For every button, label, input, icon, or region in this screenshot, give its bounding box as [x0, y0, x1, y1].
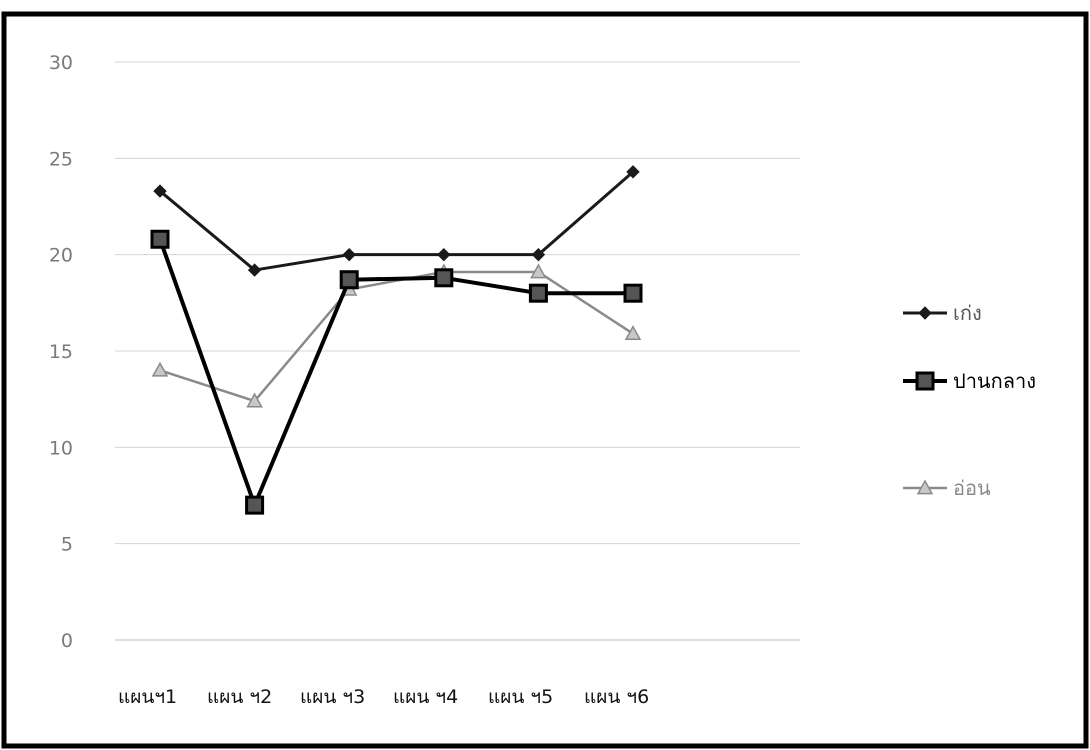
data-point — [245, 495, 265, 515]
data-point — [437, 247, 451, 262]
gridlines — [115, 61, 800, 545]
series-line — [158, 238, 633, 508]
y-tick-label: 25 — [49, 148, 73, 170]
data-point — [150, 229, 170, 249]
y-tick-label: 10 — [49, 437, 73, 459]
y-tick-label: 30 — [49, 52, 73, 74]
data-point — [531, 247, 546, 262]
x-category-label: แผนฯ1 — [118, 686, 177, 708]
y-tick-label: 0 — [61, 630, 73, 652]
legend-marker — [916, 479, 934, 495]
legend-marker — [915, 371, 935, 391]
x-category-label: แผน ฯ4 — [393, 686, 458, 708]
data-point — [247, 263, 262, 277]
y-tick-label: 15 — [49, 341, 73, 363]
data-point — [339, 270, 359, 290]
data-point — [623, 283, 643, 303]
series-line — [159, 170, 634, 272]
x-category-label: แผน ฯ3 — [300, 686, 365, 708]
x-category-label: แผน ฯ2 — [207, 686, 272, 708]
category-labels: แผนฯ1 แผน ฯ2 แผน ฯ3 แผน ฯ4 แผน ฯ5 แผน ฯ6 — [118, 686, 649, 708]
data-point — [153, 184, 167, 198]
data-point — [246, 392, 263, 408]
legend-marker — [918, 306, 932, 320]
x-category-label: แผน ฯ5 — [488, 686, 553, 708]
y-tick-label: 5 — [61, 534, 73, 556]
series-2 — [150, 229, 643, 515]
data-point — [151, 361, 169, 377]
data-point — [624, 325, 642, 341]
data-point — [528, 283, 548, 303]
legend-label: เก่ง — [953, 301, 982, 325]
legend-label: อ่อน — [953, 476, 991, 500]
legend-entry: เก่ง — [903, 301, 982, 325]
legend-entry: อ่อน — [903, 476, 991, 500]
legend-label: ปานกลาง — [953, 369, 1036, 393]
series-lines — [150, 165, 643, 515]
series-1 — [153, 165, 640, 277]
x-category-label: แผน ฯ6 — [584, 686, 649, 708]
data-point — [530, 263, 547, 279]
legend-entry: ปานกลาง — [903, 369, 1036, 393]
data-point — [342, 247, 356, 262]
data-point — [626, 165, 640, 179]
y-tick-label: 20 — [49, 245, 73, 267]
data-point — [434, 268, 454, 288]
y-tick-labels: 0 5 10 15 20 25 30 — [49, 52, 73, 652]
